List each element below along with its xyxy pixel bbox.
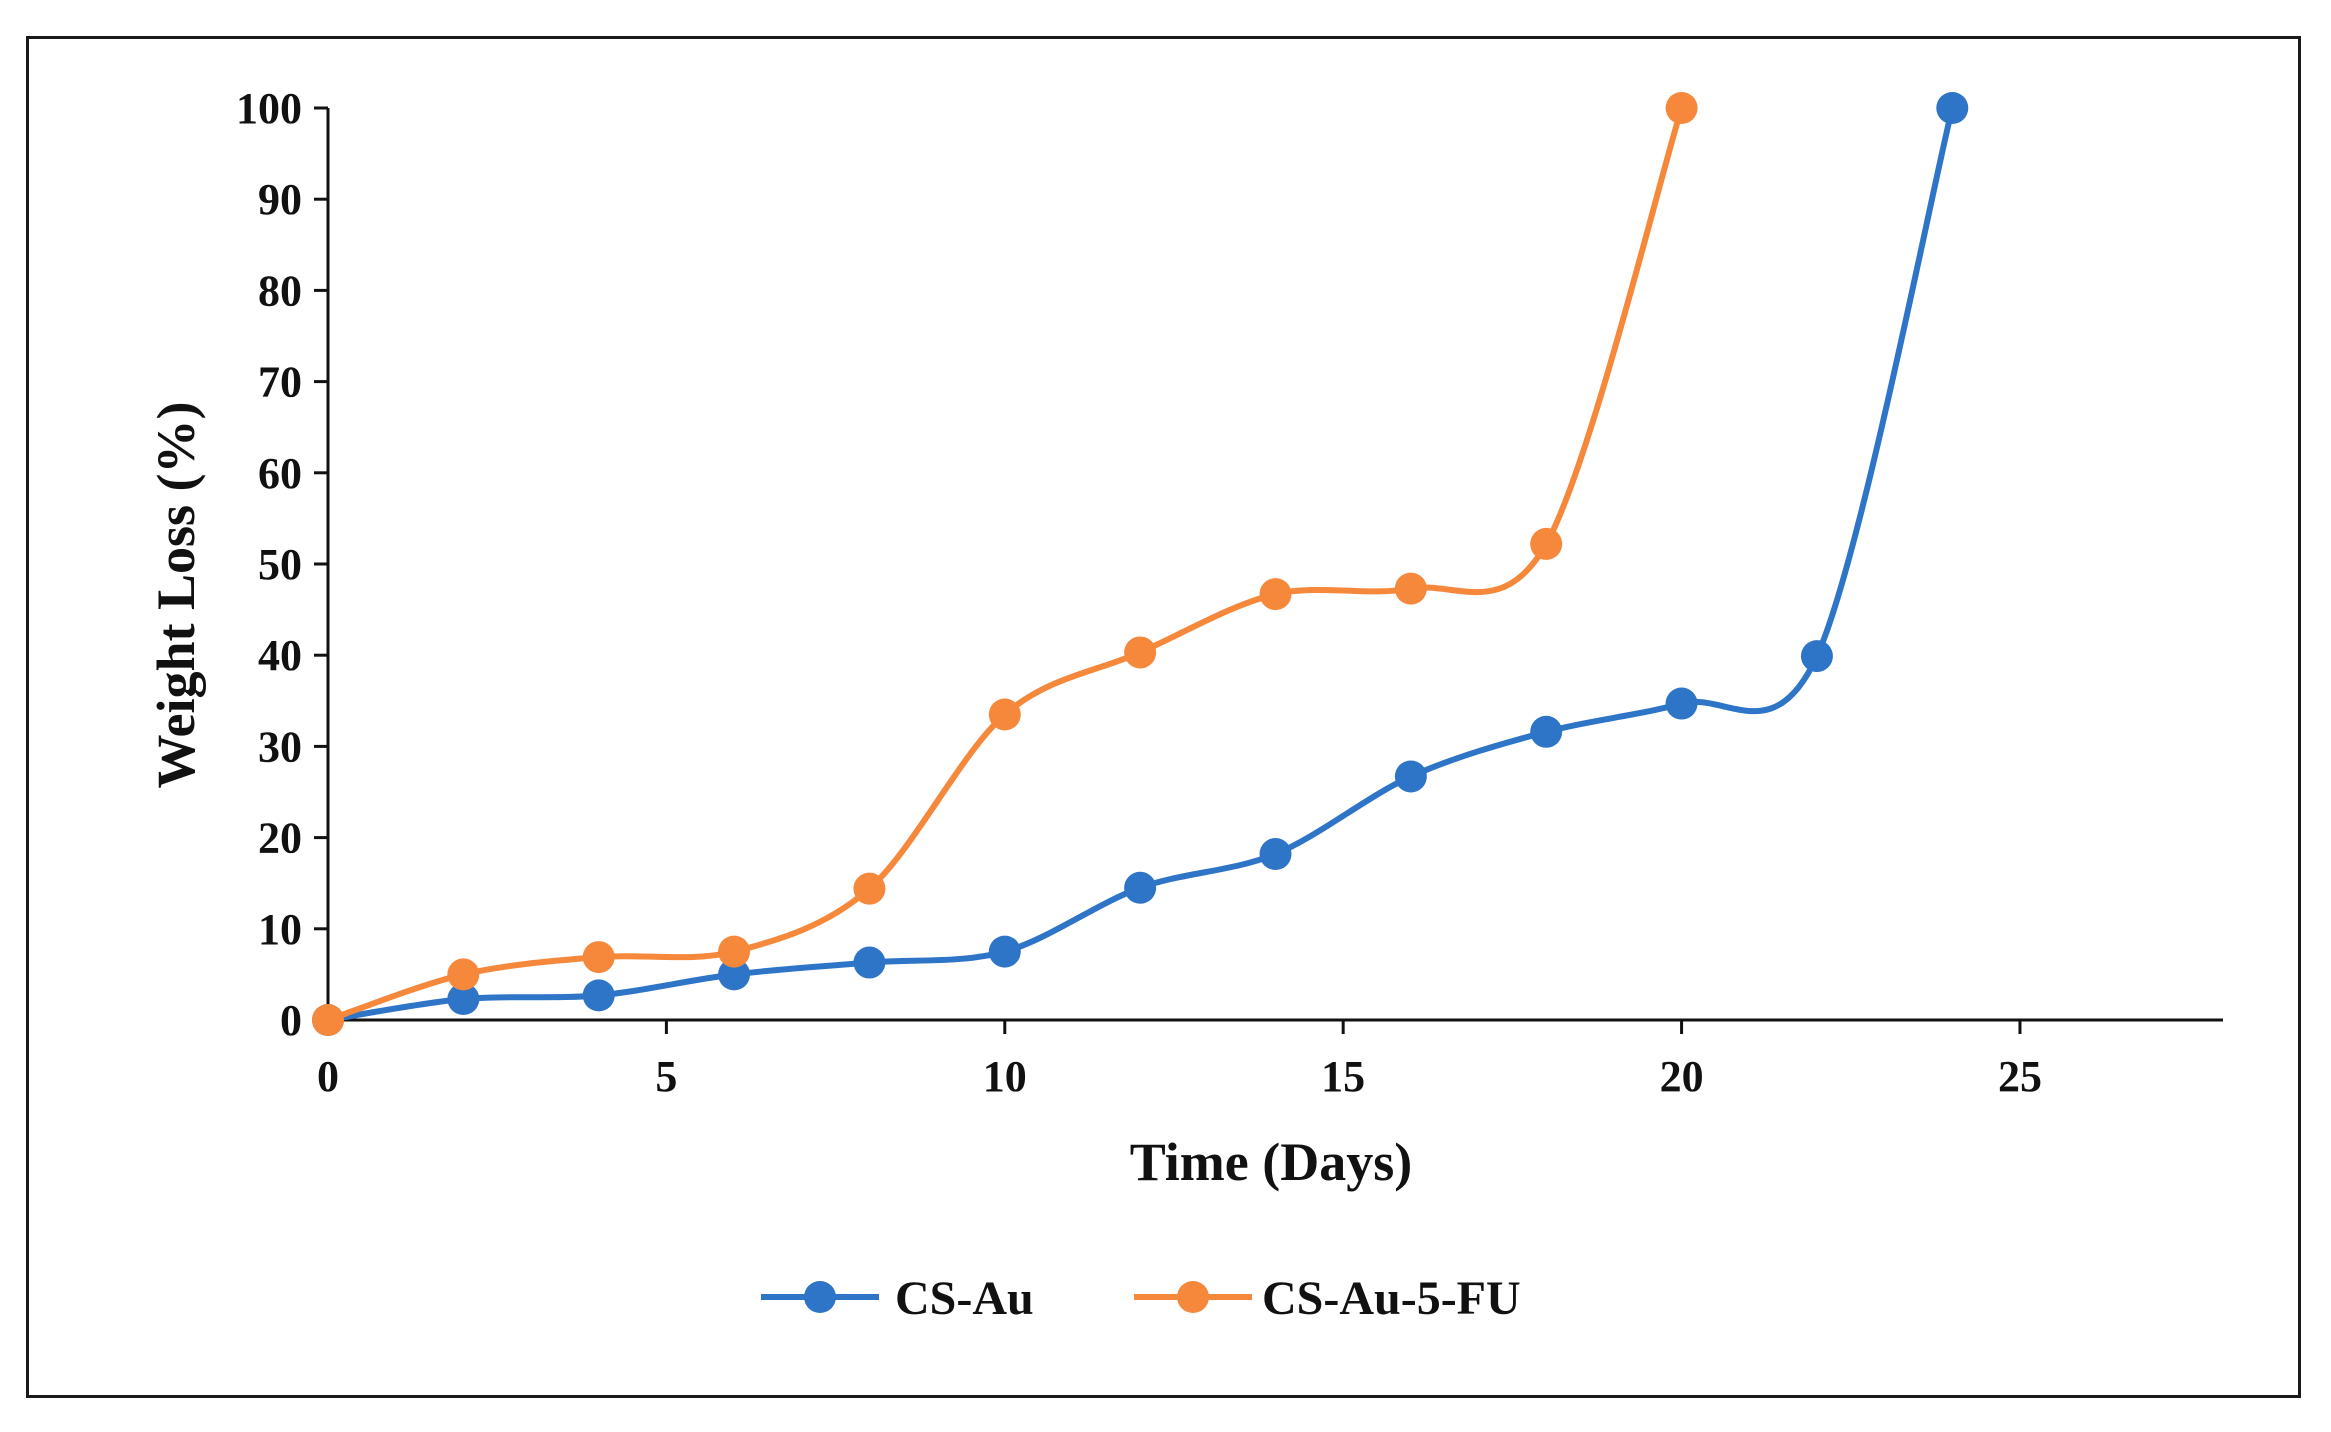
x-tick-label: 10 — [983, 1052, 1027, 1101]
legend: CS-Au CS-Au-5-FU — [761, 1272, 1521, 1325]
data-point-cs-au-5-fu — [718, 935, 751, 968]
data-point-cs-au-5-fu — [447, 958, 480, 991]
series-line-cs-au — [325, 105, 1956, 1023]
data-point-cs-au-5-fu — [1259, 578, 1292, 611]
legend-label: CS-Au-5-FU — [1262, 1272, 1521, 1325]
weight-loss-chart: 0 5 10 15 20 25 0 10 20 30 40 50 60 70 80 90 100 Time (D… — [146, 84, 2223, 1325]
y-axis-title: Weight Loss (%) — [146, 401, 206, 788]
data-point-cs-au-5-fu — [1394, 572, 1427, 605]
legend-label: CS-Au — [895, 1272, 1034, 1325]
x-tick-label: 20 — [1660, 1052, 1704, 1101]
y-tick-label: 100 — [236, 84, 302, 133]
x-tick-label: 5 — [655, 1052, 677, 1101]
data-point-cs-au-5-fu — [988, 698, 1021, 731]
data-point-cs-au — [988, 935, 1021, 968]
series-layer — [312, 92, 1969, 1036]
data-point-cs-au-5-fu — [1530, 527, 1563, 560]
data-point-cs-au — [718, 958, 751, 991]
data-point-cs-au-5-fu — [1665, 92, 1698, 124]
data-point-cs-au — [1259, 838, 1292, 871]
y-tick-label: 90 — [258, 175, 302, 224]
series-cs-au — [312, 92, 1969, 1036]
y-tick-label: 80 — [258, 266, 302, 315]
data-point-cs-au — [1800, 640, 1833, 673]
data-point-cs-au — [1394, 760, 1427, 793]
data-point-cs-au — [582, 979, 615, 1012]
x-tick-label: 25 — [1998, 1052, 2042, 1101]
y-tick-label: 40 — [258, 631, 302, 680]
figure-frame: 0 5 10 15 20 25 0 10 20 30 40 50 60 70 80 90 100 Time (D… — [26, 36, 2301, 1398]
series-line-cs-au-5-fu — [325, 105, 1685, 1023]
y-tick-label: 0 — [280, 996, 302, 1045]
data-point-cs-au — [1530, 715, 1563, 748]
x-tick-label: 0 — [317, 1052, 339, 1101]
y-tick-label: 30 — [258, 722, 302, 771]
data-point-cs-au — [1665, 687, 1698, 720]
data-point-cs-au — [853, 946, 886, 979]
y-tick-label: 10 — [258, 905, 302, 954]
y-tick-label: 50 — [258, 540, 302, 589]
data-point-cs-au — [1124, 871, 1157, 904]
legend-item-cs-au: CS-Au — [761, 1272, 1034, 1325]
legend-swatch-marker — [804, 1281, 836, 1313]
y-tick-label: 20 — [258, 814, 302, 863]
data-point-cs-au-5-fu — [582, 941, 615, 974]
y-tick-label: 70 — [258, 358, 302, 407]
y-tick-label: 60 — [258, 449, 302, 498]
data-point-cs-au-5-fu — [312, 1004, 344, 1036]
series-cs-au-5-fu — [312, 92, 1698, 1036]
legend-item-cs-au-5-fu: CS-Au-5-FU — [1134, 1272, 1521, 1325]
x-tick-label: 15 — [1321, 1052, 1365, 1101]
x-axis-title: Time (Days) — [1130, 1132, 1412, 1192]
legend-swatch-marker — [1177, 1281, 1209, 1313]
data-point-cs-au — [447, 983, 480, 1016]
axes: 0 5 10 15 20 25 0 10 20 30 40 50 60 70 80 90 100 — [236, 84, 2223, 1101]
data-point-cs-au-5-fu — [1124, 636, 1157, 669]
data-point-cs-au-5-fu — [853, 872, 886, 905]
data-point-cs-au — [1936, 92, 1969, 124]
